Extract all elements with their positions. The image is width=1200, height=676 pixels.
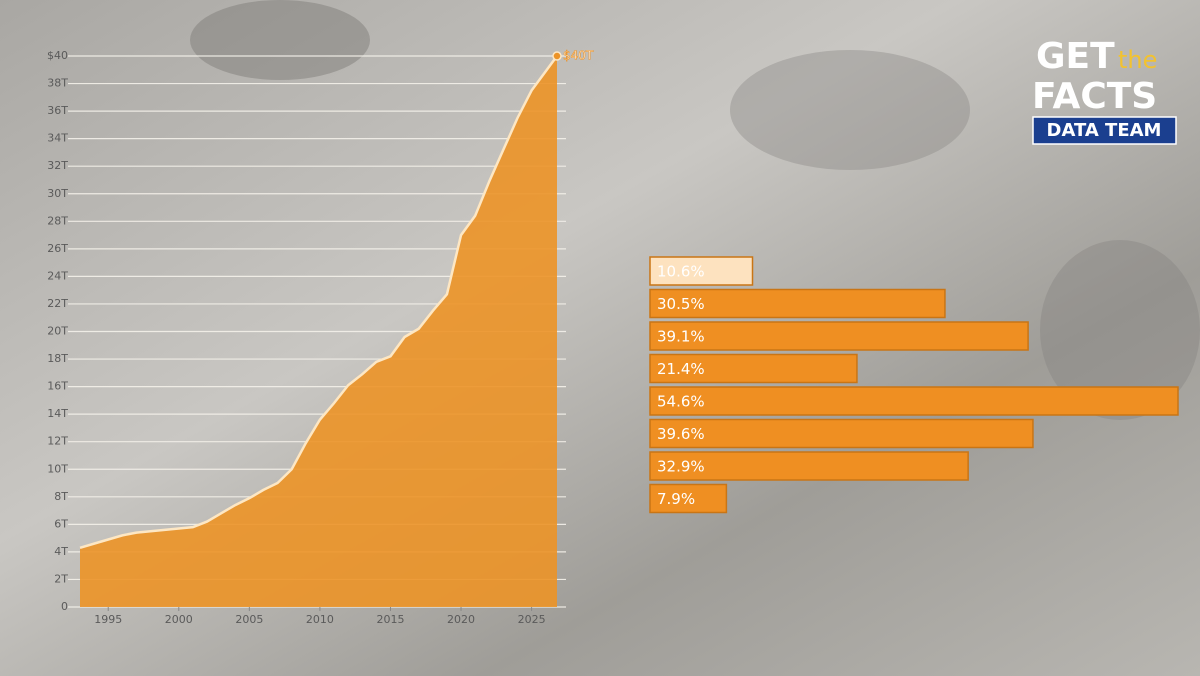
bar-label: 7.9%: [657, 490, 695, 508]
y-tick-label: 38T: [47, 77, 68, 90]
y-tick-label: 22T: [47, 297, 68, 310]
y-tick-label: 4T: [54, 545, 68, 558]
y-tick-label: 12T: [47, 435, 68, 448]
y-tick-label: 28T: [47, 214, 68, 227]
y-tick-label: 36T: [47, 104, 68, 117]
x-tick-label: 2015: [376, 613, 404, 626]
bar: [649, 483, 728, 514]
logo-the: the: [1118, 46, 1157, 74]
x-tick-label: 2005: [235, 613, 263, 626]
y-tick-label: 26T: [47, 242, 68, 255]
y-tick-label: 32T: [47, 159, 68, 172]
x-tick-label: 2025: [518, 613, 546, 626]
bar: [649, 288, 946, 319]
y-tick-label: 34T: [47, 132, 68, 145]
area-line: [79, 55, 559, 549]
area-chart: 0 2T 4T 6T 8T 10T 12T 14T 16T 18T 20T 22T 24T 26T 28T 3…: [47, 48, 594, 626]
x-tick-label: 2010: [306, 613, 334, 626]
logo-badge: [1032, 116, 1177, 145]
background-blur: [730, 50, 970, 170]
logo: GET the FACTS DATA TEAM: [1032, 36, 1177, 145]
y-tick-label: 18T: [47, 352, 68, 365]
area: [80, 56, 557, 607]
bar: [649, 256, 754, 286]
x-tick-label: 2020: [447, 613, 475, 626]
bar: [649, 418, 1034, 449]
y-tick-label: 0: [61, 600, 68, 613]
y-tick-label: 24T: [47, 269, 68, 282]
bar-label: 39.6%: [657, 425, 705, 443]
bar: [649, 321, 1029, 351]
bar-chart: 10.6% 30.5% 39.1% 21.4% 54.6% 39.6% 32.9% 7.9%: [649, 256, 1179, 514]
bar: [649, 386, 1179, 416]
bar: [649, 451, 969, 481]
logo-facts: FACTS: [1032, 76, 1157, 117]
logo-badge-text: DATA TEAM: [1047, 120, 1162, 141]
background-blur: [190, 0, 370, 80]
x-tick-label: 2000: [165, 613, 193, 626]
y-tick-label: 14T: [47, 407, 68, 420]
background-blur: [1040, 240, 1200, 420]
annotation: $40T: [563, 49, 594, 63]
bar-label: 39.1%: [657, 328, 705, 346]
y-tick-label: 8T: [54, 490, 68, 503]
y-tick-label: 10T: [47, 462, 68, 475]
y-tick-label: 20T: [47, 325, 68, 338]
y-tick-label: 6T: [54, 517, 68, 530]
y-tick-label: $40: [47, 49, 68, 62]
bar-label: 10.6%: [657, 263, 705, 281]
y-tick-label: 16T: [47, 380, 68, 393]
bar: [649, 353, 858, 384]
bar-label: 30.5%: [657, 295, 705, 313]
y-tick-label: 30T: [47, 187, 68, 200]
y-tick-label: 2T: [54, 572, 68, 585]
x-tick-label: 1995: [94, 613, 122, 626]
bar-label: 54.6%: [657, 393, 705, 411]
bar-label: 21.4%: [657, 360, 705, 378]
logo-get: GET: [1036, 36, 1115, 77]
end-point: [552, 51, 562, 61]
bar-label: 32.9%: [657, 458, 705, 476]
